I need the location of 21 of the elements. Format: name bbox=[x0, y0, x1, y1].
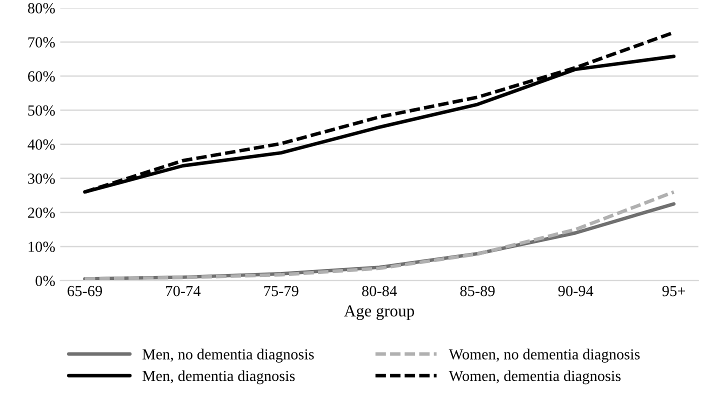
y-tick-label: 0% bbox=[36, 276, 55, 286]
x-axis-title: Age group bbox=[344, 305, 414, 320]
y-tick-label: 50% bbox=[28, 105, 55, 116]
x-tick-label: 70-74 bbox=[166, 286, 201, 296]
x-tick-label: 80-84 bbox=[362, 286, 397, 296]
y-tick-label: 60% bbox=[28, 71, 55, 82]
y-tick-label: 10% bbox=[28, 242, 55, 252]
y-tick-label: 20% bbox=[28, 208, 55, 218]
x-tick-label: 65-69 bbox=[68, 286, 102, 296]
x-tick-label: 95+ bbox=[662, 286, 686, 296]
legend-label: Men, no dementia diagnosis bbox=[142, 348, 314, 363]
legend-label: Women, dementia diagnosis bbox=[448, 370, 621, 384]
x-tick-label: 85-89 bbox=[460, 286, 495, 296]
y-tick-label: 70% bbox=[28, 37, 55, 48]
y-tick-label: 30% bbox=[28, 173, 55, 184]
x-tick-label: 75-79 bbox=[264, 286, 298, 296]
y-tick-label: 80% bbox=[28, 3, 55, 14]
legend-label: Men, dementia diagnosis bbox=[142, 370, 295, 384]
y-tick-label: 40% bbox=[28, 139, 55, 150]
x-tick-label: 90-94 bbox=[558, 286, 594, 296]
legend-label: Women, no dementia diagnosis bbox=[448, 348, 640, 363]
